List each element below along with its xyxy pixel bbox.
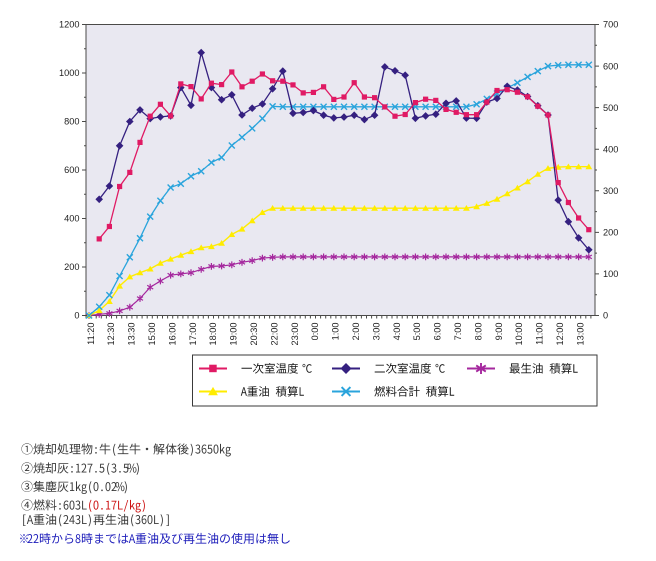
svg-text:3:00: 3:00 — [371, 323, 381, 341]
svg-text:1000: 1000 — [59, 68, 79, 78]
svg-text:10:00: 10:00 — [514, 323, 524, 346]
svg-text:300: 300 — [603, 186, 618, 196]
svg-text:13:00: 13:00 — [575, 323, 585, 346]
svg-text:100: 100 — [603, 269, 618, 279]
svg-text:1:00: 1:00 — [331, 323, 341, 341]
svg-text:200: 200 — [603, 228, 618, 238]
svg-text:11:20: 11:20 — [86, 323, 96, 345]
svg-text:15:00: 15:00 — [147, 323, 157, 346]
svg-text:7:00: 7:00 — [453, 323, 463, 341]
svg-text:13:30: 13:30 — [127, 323, 137, 346]
svg-text:200: 200 — [64, 262, 79, 272]
svg-text:18:00: 18:00 — [208, 323, 218, 346]
svg-text:800: 800 — [64, 117, 79, 127]
svg-text:0:00: 0:00 — [310, 323, 320, 341]
svg-text:12:30: 12:30 — [106, 323, 116, 346]
svg-text:600: 600 — [64, 165, 79, 175]
svg-text:23:00: 23:00 — [290, 323, 300, 346]
svg-text:5:00: 5:00 — [412, 323, 422, 341]
svg-text:0: 0 — [603, 311, 608, 321]
svg-text:400: 400 — [603, 144, 618, 154]
svg-text:11:00: 11:00 — [535, 323, 545, 345]
svg-text:1200: 1200 — [59, 20, 79, 30]
svg-text:0: 0 — [74, 311, 79, 321]
svg-text:8:00: 8:00 — [473, 323, 483, 341]
svg-text:2:00: 2:00 — [351, 323, 361, 341]
svg-text:22:00: 22:00 — [269, 323, 279, 346]
svg-text:9:00: 9:00 — [494, 323, 504, 341]
svg-text:16:00: 16:00 — [167, 323, 177, 346]
svg-text:17:00: 17:00 — [188, 323, 198, 346]
svg-text:6:00: 6:00 — [433, 323, 443, 341]
svg-text:4:00: 4:00 — [392, 323, 402, 341]
svg-text:700: 700 — [603, 20, 618, 30]
svg-text:19:00: 19:00 — [229, 323, 239, 346]
svg-text:600: 600 — [603, 61, 618, 71]
svg-text:500: 500 — [603, 103, 618, 113]
svg-text:20:30: 20:30 — [249, 323, 259, 346]
svg-text:400: 400 — [64, 214, 79, 224]
svg-text:12:00: 12:00 — [555, 323, 565, 346]
